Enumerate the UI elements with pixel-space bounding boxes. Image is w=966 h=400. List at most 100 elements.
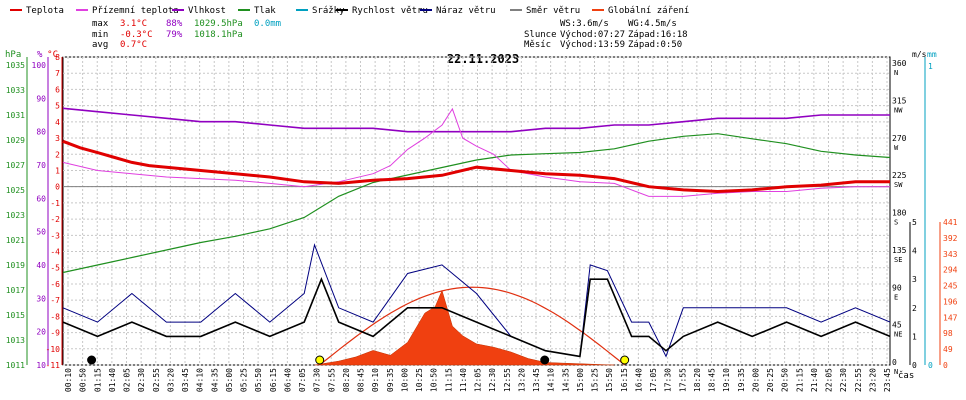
- stat-max-rain: 0.0mm: [254, 19, 281, 29]
- series-radiation-area: [314, 289, 615, 366]
- moonrise-marker: [540, 355, 550, 365]
- x-tick-label: 05:25: [240, 368, 249, 392]
- legend-label: Globální záření: [608, 6, 689, 16]
- chart-title: 22.11.2023: [447, 52, 519, 66]
- tick-label-hpa: 1011: [6, 361, 25, 370]
- tick-label-degc: 6: [55, 85, 60, 94]
- left-axes: hPa% °C1011101310151017101910211023102510…: [5, 50, 63, 370]
- tick-label-degc: -10: [46, 345, 61, 354]
- axis-unit-hpa: hPa: [5, 50, 21, 60]
- x-tick-label: 17:55: [678, 368, 687, 392]
- x-tick-label: 17:30: [664, 368, 673, 392]
- tick-label-dir-compass: SW: [894, 181, 903, 189]
- tick-label-degc: 2: [55, 150, 60, 159]
- x-tick-label: 06:15: [269, 368, 278, 392]
- x-tick-label: 12:05: [474, 368, 483, 392]
- x-tick-label: 11:40: [459, 368, 468, 392]
- tick-label-wm2: 392: [943, 234, 958, 243]
- tick-label-mm: 0: [928, 361, 933, 370]
- tick-label-dir: 90: [892, 283, 902, 292]
- info-moon-label: Měsíc: [524, 40, 551, 50]
- x-tick-label: 15:00: [576, 368, 585, 392]
- tick-label-degc: 1: [55, 166, 60, 175]
- x-tick-label: 03:45: [181, 368, 190, 392]
- x-tick-label: 02:30: [137, 368, 146, 392]
- tick-label-dir-compass: S: [894, 219, 898, 227]
- tick-label-dir: 45: [892, 321, 902, 330]
- x-tick-label: 20:00: [751, 368, 760, 392]
- x-tick-label: 16:15: [620, 368, 629, 392]
- tick-label-degc: 4: [55, 118, 60, 127]
- tick-label-dir-compass: W: [894, 144, 899, 152]
- tick-label-wm2: 294: [943, 266, 958, 275]
- tick-label-hpa: 1023: [6, 211, 25, 220]
- stats-block: max 3.1°C 88% 1029.5hPa 0.0mm min -0.3°C…: [92, 19, 281, 50]
- x-tick-label: 09:10: [371, 368, 380, 392]
- tick-label-degc: 7: [55, 69, 60, 78]
- x-tick-label: 18:45: [708, 368, 717, 392]
- tick-label-dir-compass: NE: [894, 331, 902, 339]
- tick-label-dir: 225: [892, 171, 907, 180]
- x-tick-label: 18:20: [693, 368, 702, 392]
- x-tick-label: 10:00: [400, 368, 409, 392]
- tick-label-hpa: 1019: [6, 261, 25, 270]
- stat-min-press: 1018.1hPa: [194, 30, 243, 40]
- x-tick-label: 23:20: [868, 368, 877, 392]
- info-sun-label: Slunce: [524, 30, 557, 40]
- legend-label: Náraz větru: [436, 6, 496, 16]
- tick-label-degc: -7: [50, 296, 60, 305]
- stat-max-hum: 88%: [166, 19, 183, 29]
- x-tick-label: 19:10: [722, 368, 731, 392]
- info-sun-rise: Východ:07:27: [560, 30, 625, 40]
- x-tick-label: 19:35: [737, 368, 746, 392]
- tick-label-hpa: 1029: [6, 136, 25, 145]
- tick-label-ms: 0: [912, 361, 917, 370]
- x-tick-label: 11:15: [444, 368, 453, 392]
- x-tick-label: 01:15: [93, 368, 102, 392]
- tick-label-degc: -4: [50, 248, 60, 257]
- stat-avg-temp: 0.7°C: [120, 40, 147, 50]
- x-tick-label: 05:00: [225, 368, 234, 392]
- legend: Teplota Přízemní teplota Vlhkost Tlak Srážky…: [10, 6, 689, 16]
- series-humidity: [62, 107, 890, 133]
- legend-label: Tlak: [254, 6, 276, 16]
- tick-label-hpa: 1015: [6, 311, 25, 320]
- tick-label-pct: 100: [32, 61, 47, 70]
- tick-label-hpa: 1031: [6, 111, 25, 120]
- tick-label-ms: 3: [912, 275, 917, 284]
- tick-label-ms: 5: [912, 218, 917, 227]
- tick-label-degc: -5: [50, 264, 60, 273]
- axis-unit-degc: °C: [47, 50, 58, 60]
- tick-label-degc: -2: [50, 215, 60, 224]
- x-tick-label: 22:30: [839, 368, 848, 392]
- sunset-marker: [620, 355, 630, 365]
- moonset-marker: [87, 355, 97, 365]
- stat-min-hum: 79%: [166, 30, 183, 40]
- x-tick-label: 03:20: [166, 368, 175, 392]
- tick-label-degc: -8: [50, 312, 60, 321]
- tick-label-dir: 0: [892, 358, 897, 367]
- tick-label-ms: 4: [912, 247, 917, 256]
- x-tick-label: 00:10: [64, 368, 73, 392]
- x-tick-label: 21:40: [810, 368, 819, 392]
- tick-label-degc: 3: [55, 134, 60, 143]
- tick-label-dir: 180: [892, 209, 907, 218]
- info-sun-set: Západ:16:18: [628, 30, 688, 40]
- tick-label-hpa: 1035: [6, 61, 25, 70]
- axis-unit-mm: mm: [927, 50, 937, 59]
- stat-max-temp: 3.1°C: [120, 19, 147, 29]
- tick-label-hpa: 1013: [6, 336, 25, 345]
- tick-label-wm2: 196: [943, 297, 958, 306]
- tick-label-hpa: 1021: [6, 236, 25, 245]
- x-tick-label: 10:25: [415, 368, 424, 392]
- tick-label-dir-compass: N: [894, 368, 898, 376]
- tick-label-hpa: 1033: [6, 86, 25, 95]
- tick-label-wm2: 441: [943, 218, 958, 227]
- tick-label-wm2: 245: [943, 282, 958, 291]
- x-tick-label: 02:05: [123, 368, 132, 392]
- stat-max-label: max: [92, 19, 109, 29]
- tick-label-wm2: 98: [943, 329, 953, 338]
- sun-arc: [319, 286, 626, 366]
- info-block: WS:3.6m/s WG:4.5m/s Slunce Východ:07:27 …: [524, 19, 688, 50]
